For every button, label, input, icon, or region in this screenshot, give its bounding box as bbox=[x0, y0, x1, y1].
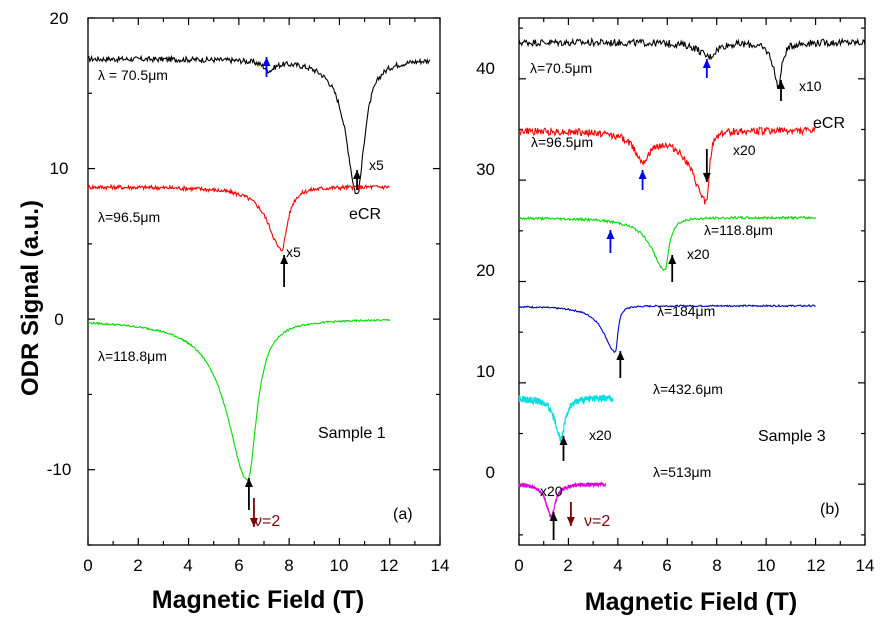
panel-a-ytick: 10 bbox=[50, 159, 69, 178]
panel-b-scale-x10: x10 bbox=[799, 78, 822, 94]
panel-a-frame bbox=[87, 17, 441, 546]
panel-a-label-96um: λ=96.5μm bbox=[98, 209, 160, 225]
panel-a-ytick: 20 bbox=[50, 9, 69, 28]
panel-b-arrow bbox=[559, 436, 568, 461]
panel-a-xtick: 0 bbox=[83, 556, 92, 575]
panel-a-arrows bbox=[244, 57, 362, 527]
panel-b-label-432um: λ=432.6μm bbox=[653, 381, 723, 397]
panel-a-label-118um: λ=118.8μm bbox=[98, 348, 167, 364]
panel-b-arrow bbox=[606, 230, 615, 253]
panel-b-xtick: 14 bbox=[856, 556, 875, 575]
panel-a-series-line bbox=[87, 183, 390, 252]
panel-b-scale-x20: x20 bbox=[589, 427, 612, 443]
panel-a-ytick: -10 bbox=[47, 460, 72, 479]
panel-b-arrow bbox=[616, 351, 625, 378]
panel-b-arrow bbox=[549, 512, 558, 540]
panel-b-ticks bbox=[518, 18, 866, 545]
panel-b-x-axis-label: Magnetic Field (T) bbox=[585, 588, 798, 616]
panel-b-nu2-label: ν=2 bbox=[584, 513, 610, 530]
panel-a-label-70um: λ = 70.5μm bbox=[98, 67, 168, 83]
panel-b-ytick: 30 bbox=[476, 160, 495, 179]
panel-b-series-line bbox=[518, 126, 816, 205]
panel-b-arrows bbox=[549, 59, 785, 540]
panel-a-ticks bbox=[87, 17, 441, 546]
panel-a-nu2-label: ν=2 bbox=[254, 513, 280, 530]
panel-a-scale-x5: x5 bbox=[286, 244, 301, 260]
panel-b: 40 30 20 10 0 0 2 4 6 8 10 12 14 Magneti… bbox=[476, 17, 875, 616]
panel-a-arrow bbox=[249, 498, 258, 527]
panel-b-label-70um: λ=70.5μm bbox=[530, 60, 592, 76]
panel-b-label-96um: λ=96.5μm bbox=[531, 134, 593, 150]
panel-b-curves bbox=[518, 37, 866, 519]
panel-b-series-line bbox=[518, 481, 607, 519]
panel-a-curves bbox=[87, 54, 431, 482]
panel-a-ecr-label: eCR bbox=[349, 206, 381, 223]
panel-b-xtick: 10 bbox=[757, 556, 776, 575]
panel-b-ytick: 0 bbox=[486, 463, 495, 482]
panel-b-panel-label: (b) bbox=[820, 501, 840, 518]
panel-a-xtick: 2 bbox=[133, 556, 142, 575]
panel-a-arrow bbox=[280, 255, 289, 287]
panel-a-sample-label: Sample 1 bbox=[318, 425, 386, 442]
panel-b-scale-x20: x20 bbox=[540, 483, 563, 499]
panel-b-ecr-label: eCR bbox=[813, 115, 845, 132]
panel-b-label-513um: λ=513μm bbox=[653, 464, 711, 480]
panel-b-ytick: 10 bbox=[476, 362, 495, 381]
panel-b-xtick: 0 bbox=[514, 556, 523, 575]
panel-b-series-line bbox=[518, 215, 817, 272]
panel-b-arrow bbox=[776, 80, 785, 101]
panel-a-xtick: 6 bbox=[234, 556, 243, 575]
panel-b-xtick: 4 bbox=[613, 556, 622, 575]
panel-b-ytick: 40 bbox=[476, 59, 495, 78]
panel-a-series-line bbox=[87, 318, 391, 482]
panel-b-series-line bbox=[518, 303, 816, 354]
panel-a-ytick: 0 bbox=[54, 310, 63, 329]
panel-a-arrow bbox=[262, 57, 271, 77]
panel-b-arrow bbox=[638, 170, 647, 190]
panel-b-scale-x20: x20 bbox=[687, 246, 710, 262]
panel-b-sample-label: Sample 3 bbox=[758, 428, 826, 445]
panel-a: 20 10 0 -10 0 2 4 6 8 10 12 14 Magnetic … bbox=[47, 9, 450, 614]
panel-b-arrow bbox=[566, 502, 575, 526]
panel-a-xtick: 12 bbox=[380, 556, 399, 575]
panel-b-label-184um: λ=184μm bbox=[657, 303, 715, 319]
panel-a-xtick: 14 bbox=[431, 556, 450, 575]
panel-b-xtick: 12 bbox=[807, 556, 826, 575]
panel-a-xtick: 8 bbox=[284, 556, 293, 575]
panel-b-series-line bbox=[518, 37, 866, 89]
panel-b-arrow bbox=[668, 255, 677, 282]
panel-b-xtick: 8 bbox=[712, 556, 721, 575]
y-axis-label: ODR Signal (a.u.) bbox=[17, 200, 44, 396]
panel-a-arrow bbox=[244, 478, 253, 510]
panel-b-scale-x20: x20 bbox=[733, 142, 756, 158]
panel-b-arrow bbox=[702, 149, 711, 182]
panel-b-label-118um: λ=118.8μm bbox=[704, 222, 773, 238]
panel-b-arrow bbox=[702, 59, 711, 78]
panel-b-xtick: 6 bbox=[662, 556, 671, 575]
panel-a-series-line bbox=[87, 54, 431, 195]
panel-b-series-line bbox=[518, 394, 614, 442]
panel-b-xtick: 2 bbox=[563, 556, 572, 575]
panel-a-arrow bbox=[353, 170, 362, 190]
panel-b-ytick: 20 bbox=[476, 261, 495, 280]
panel-a-x-axis-label: Magnetic Field (T) bbox=[152, 586, 365, 614]
panel-a-panel-label: (a) bbox=[393, 506, 413, 523]
panel-a-scale-x5: x5 bbox=[369, 157, 384, 173]
panel-a-xtick: 4 bbox=[183, 556, 192, 575]
panel-a-xtick: 10 bbox=[330, 556, 349, 575]
